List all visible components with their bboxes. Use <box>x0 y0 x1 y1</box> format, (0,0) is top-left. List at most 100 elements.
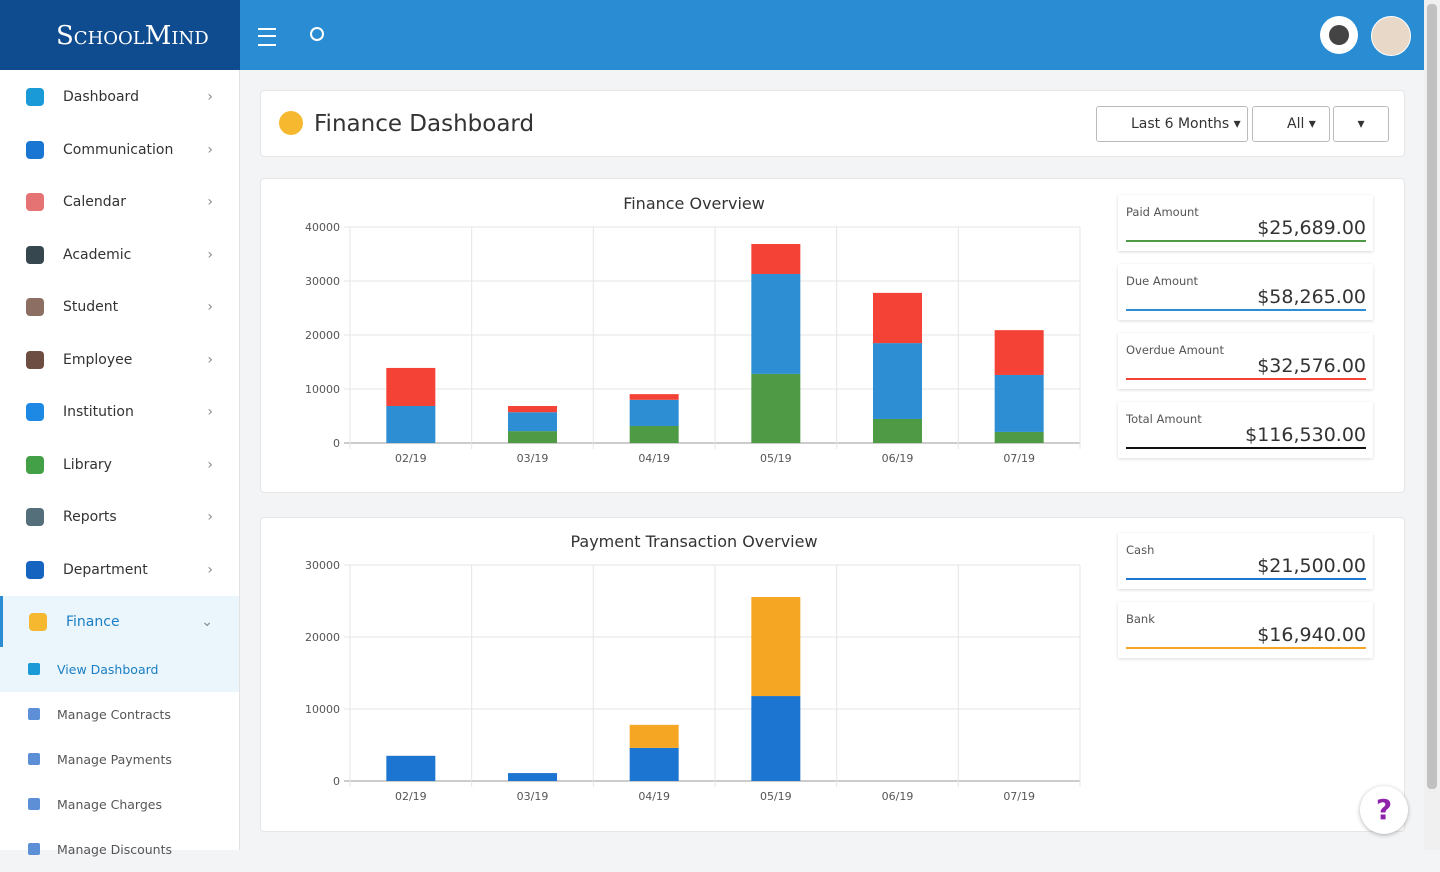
menu-button[interactable] <box>258 28 276 46</box>
y-tick-label: 10000 <box>305 383 340 396</box>
nav-label: Communication <box>63 141 174 158</box>
chart-title: Finance Overview <box>623 194 765 213</box>
x-tick-label: 05/19 <box>760 452 792 465</box>
sub-icon <box>28 663 40 675</box>
user-avatar[interactable] <box>1371 16 1411 56</box>
bar <box>386 367 436 407</box>
x-tick-label: 04/19 <box>638 452 670 465</box>
nav-icon <box>26 140 44 159</box>
sub-item[interactable]: View Dashboard <box>0 647 239 692</box>
x-tick-label: 02/19 <box>395 790 427 803</box>
chevron: › <box>207 404 213 420</box>
summary-value: $25,689.00 <box>1257 217 1366 239</box>
help-button[interactable]: ? <box>1360 786 1408 834</box>
sub-label: View Dashboard <box>57 662 159 677</box>
nav-item[interactable]: Dashboard › <box>0 71 239 123</box>
charts: Finance Overview 0 10000 20000 30000 40000 02/… <box>305 194 1081 803</box>
summary-card: Due Amount $58,265.00 <box>1118 264 1373 320</box>
nav-item[interactable]: Institution › <box>0 386 239 438</box>
chevron: › <box>207 194 213 210</box>
summary-card: Bank $16,940.00 <box>1118 602 1373 658</box>
summary-card: Overdue Amount $32,576.00 <box>1118 333 1373 389</box>
scope-filter[interactable]: All ▾ <box>1252 106 1330 142</box>
bar <box>873 418 922 443</box>
bar <box>994 374 1044 432</box>
bar <box>508 412 557 432</box>
chart-title: Payment Transaction Overview <box>570 532 817 551</box>
summary-underline <box>1126 447 1366 449</box>
nav-icon <box>26 403 44 421</box>
nav-label: Department <box>63 561 148 578</box>
avatar[interactable] <box>1320 16 1358 54</box>
nav-label: Institution <box>63 404 134 420</box>
summary-value: $16,940.00 <box>1257 624 1366 646</box>
x-tick-label: 06/19 <box>882 452 914 465</box>
nav-item[interactable]: Reports › <box>0 491 239 543</box>
nav-item[interactable]: Finance ⌄ <box>0 596 239 648</box>
brand: SchoolMind <box>0 0 240 70</box>
bar <box>386 406 436 443</box>
summary-label: Overdue Amount <box>1126 343 1224 357</box>
bar <box>508 773 557 781</box>
nav-icon <box>26 560 44 579</box>
bar <box>386 755 436 781</box>
x-tick-label: 03/19 <box>517 790 549 803</box>
sub-item[interactable]: Manage Contracts <box>0 692 239 737</box>
bar <box>994 431 1044 443</box>
nav-icon <box>26 508 44 526</box>
chevron: › <box>207 246 213 263</box>
summary-underline <box>1126 240 1366 242</box>
y-tick-label: 30000 <box>305 559 340 572</box>
sub-icon <box>28 753 40 765</box>
nav-icon <box>26 88 44 106</box>
summary-label: Paid Amount <box>1126 205 1199 219</box>
summary-underline <box>1126 578 1366 580</box>
y-tick-label: 10000 <box>305 703 340 716</box>
nav-label: Reports <box>63 509 117 525</box>
nav-item[interactable]: Calendar › <box>0 176 239 228</box>
chevron: › <box>207 299 213 315</box>
chevron: › <box>207 141 213 158</box>
summary-value: $21,500.00 <box>1257 555 1366 577</box>
nav-item[interactable]: Student › <box>0 281 239 333</box>
nav-label: Finance <box>66 614 120 630</box>
nav-item[interactable]: Department › <box>0 544 239 596</box>
nav-label: Academic <box>63 246 132 263</box>
bar <box>994 330 1044 375</box>
nav-label: Dashboard <box>63 89 139 105</box>
y-tick-label: 40000 <box>305 221 340 234</box>
period-filter[interactable]: Last 6 Months ▾ <box>1096 106 1248 142</box>
sub-item[interactable]: Manage Charges <box>0 782 239 827</box>
summary-label: Bank <box>1126 612 1155 626</box>
nav-icon <box>26 245 44 264</box>
y-tick-label: 20000 <box>305 631 340 644</box>
summary-card: Paid Amount $25,689.00 <box>1118 195 1373 251</box>
nav-item[interactable]: Library › <box>0 439 239 491</box>
nav-label: Calendar <box>63 194 126 210</box>
bar <box>629 399 679 426</box>
sub-label: Manage Charges <box>57 797 162 812</box>
bar <box>629 724 679 748</box>
chevron: › <box>207 89 213 105</box>
nav-icon <box>26 455 44 474</box>
date-filter[interactable]: ▾ <box>1333 106 1389 142</box>
nav-item[interactable]: Academic › <box>0 229 239 281</box>
scrollbar[interactable] <box>1424 0 1440 850</box>
x-tick-label: 05/19 <box>760 790 792 803</box>
bar <box>751 244 801 274</box>
nav-item[interactable]: Employee › <box>0 334 239 386</box>
y-tick-label: 0 <box>333 437 340 450</box>
search-button[interactable] <box>310 27 324 41</box>
summary-underline <box>1126 309 1366 311</box>
nav-item[interactable]: Communication › <box>0 124 239 176</box>
chevron: › <box>207 509 213 525</box>
filter-label: Last 6 Months <box>1131 116 1230 132</box>
x-tick-label: 02/19 <box>395 452 427 465</box>
nav-icon <box>26 193 44 211</box>
bar <box>751 597 801 697</box>
sub-item[interactable]: Manage Payments <box>0 737 239 782</box>
x-tick-label: 04/19 <box>638 790 670 803</box>
sub-icon <box>28 708 40 720</box>
nav-icon <box>26 298 44 316</box>
finance-icon <box>279 111 303 135</box>
